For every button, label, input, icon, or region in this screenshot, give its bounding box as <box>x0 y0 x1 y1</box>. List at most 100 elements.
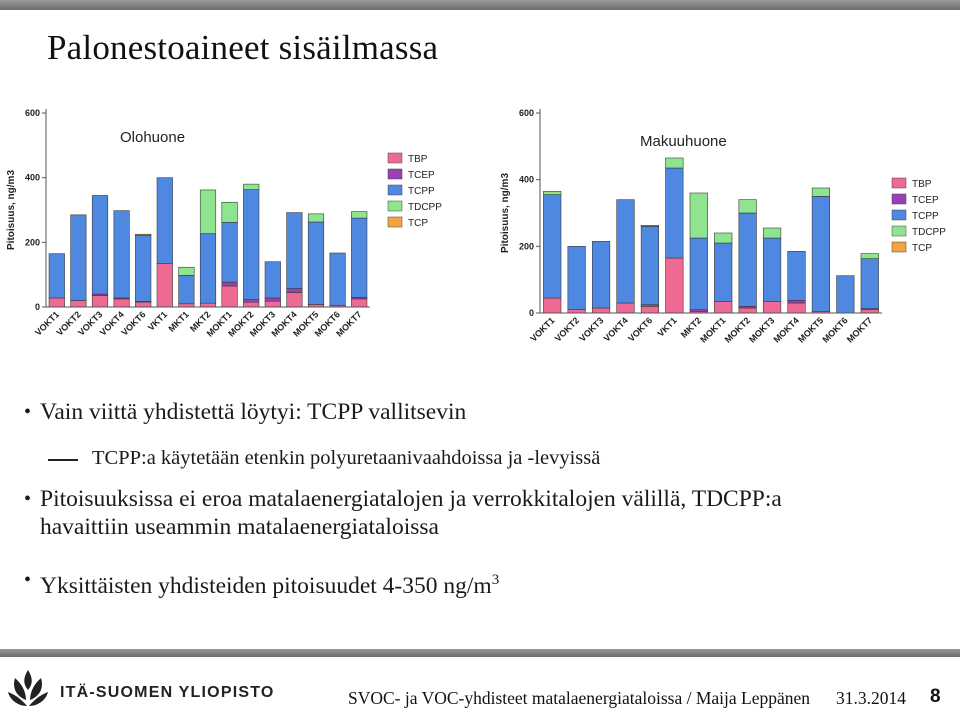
bar-tbp-vokt3 <box>91 295 109 308</box>
x-tick-label: VOKT6 <box>626 315 654 343</box>
y-tick-label: 600 <box>25 108 40 118</box>
legend-swatch-tbp <box>891 177 907 189</box>
legend-label-tcp: TCP <box>408 218 428 229</box>
bar-tdcpp-mokt2 <box>243 183 260 190</box>
bar-tcep-mokt4 <box>286 288 303 293</box>
bar-tdcpp-mokt7 <box>860 253 879 259</box>
bullet-2: • Pitoisuuksissa ei eroa matalaenergiata… <box>24 485 824 541</box>
bar-tbp-vkt1 <box>156 263 173 308</box>
legend-label-tbp: TBP <box>912 179 932 190</box>
bar-tcpp-vkt1 <box>156 177 173 264</box>
bar-tcpp-mokt5 <box>811 196 831 312</box>
bar-tcep-mokt1 <box>221 281 238 287</box>
x-tick-label: MOKT5 <box>796 315 825 344</box>
bullet-1: • Vain viittä yhdistettä löytyi: TCPP va… <box>24 398 466 426</box>
x-tick-label: VKT1 <box>655 315 678 338</box>
university-logo-icon <box>8 670 48 706</box>
bar-tcep-mokt3 <box>264 297 281 302</box>
chart-svg: Pitoisuus, ng/m30200400600OlohuoneVOKT1V… <box>6 108 442 339</box>
bar-tcpp-mkt2 <box>689 237 708 310</box>
bullet-dot: • <box>24 401 32 423</box>
x-tick-label: VOKT6 <box>119 309 147 337</box>
slide-title: Palonestoaineet sisäilmassa <box>47 28 439 67</box>
university-name: ITÄ-SUOMEN YLIOPISTO <box>60 684 275 701</box>
x-tick-label: MOKT7 <box>845 315 874 344</box>
bar-tbp-vokt1 <box>48 297 65 308</box>
bar-tcpp-vokt1 <box>543 194 562 299</box>
bar-tdcpp-vkt1 <box>665 157 684 169</box>
bar-tdcpp-mokt1 <box>221 201 238 223</box>
bar-tdcpp-mkt2 <box>199 189 217 234</box>
x-tick-label: MOKT1 <box>698 315 727 344</box>
bar-tcpp-mokt2 <box>243 189 260 300</box>
bar-tcpp-vokt3 <box>591 241 611 309</box>
bar-tcpp-vokt6 <box>135 234 152 302</box>
bar-tbp-vokt4 <box>113 298 130 308</box>
bar-tdcpp-mokt2 <box>738 199 757 214</box>
bar-tcpp-vokt3 <box>91 195 109 295</box>
x-tick-label: VKT1 <box>146 309 169 332</box>
bullet-3-text: Yksittäisten yhdisteiden pitoisuudet 4-3… <box>24 566 499 600</box>
bar-tcpp-mokt3 <box>762 237 782 302</box>
legend-swatch-tdcpp <box>387 200 403 212</box>
x-tick-label: VOKT1 <box>528 315 556 343</box>
bar-tbp-vkt1 <box>665 257 684 314</box>
bar-tcpp-vokt1 <box>48 253 65 299</box>
x-tick-label: MOKT4 <box>772 315 801 344</box>
bar-tbp-mokt2 <box>243 301 260 308</box>
y-tick-label: 400 <box>519 175 534 185</box>
bar-tcpp-mkt2 <box>199 233 217 304</box>
bar-tbp-vokt2 <box>70 300 87 308</box>
x-tick-label: VOKT2 <box>553 315 581 343</box>
x-tick-label: MOKT3 <box>747 315 776 344</box>
legend-label-tcpp: TCPP <box>912 211 939 222</box>
bullet-dot: • <box>24 488 32 510</box>
bar-tbp-mokt3 <box>264 300 281 308</box>
x-tick-label: MOKT6 <box>820 315 849 344</box>
bar-tcpp-vokt2 <box>567 246 586 310</box>
legend-label-tcep: TCEP <box>408 170 435 181</box>
bullet-dot: • <box>24 569 32 591</box>
bar-tcpp-mokt3 <box>264 261 281 299</box>
bar-tbp-mokt3 <box>762 301 782 314</box>
bar-tcpp-mokt4 <box>286 212 303 289</box>
footer-date: 31.3.2014 <box>836 688 906 708</box>
bar-tbp-vokt6 <box>135 301 152 308</box>
bar-tcep-mokt4 <box>787 300 806 304</box>
bar-tcpp-mkt1 <box>178 275 195 305</box>
chart-makuuhuone: Pitoisuus, ng/m3 0 200 400 600 Makuuhuone VOKT… <box>494 100 960 370</box>
bar-tbp-mokt1 <box>221 285 238 308</box>
bar-tdcpp-mokt1 <box>714 232 733 244</box>
legend-swatch-tcpp <box>891 209 907 221</box>
legend-swatch-tcep <box>891 193 907 205</box>
subbullet-1: TCPP:a käytetään etenkin polyuretaanivaa… <box>48 447 600 470</box>
bar-tcep-mokt2 <box>243 299 260 303</box>
bullet-3-sup: 3 <box>491 572 500 588</box>
chart-svg: Pitoisuus, ng/m3 0 200 400 600 Makuuhuone VOKT… <box>500 108 946 345</box>
y-tick-label: 200 <box>25 237 40 247</box>
y-tick-label: 400 <box>25 173 40 183</box>
chart-olohuone: Pitoisuus, ng/m3 0 200 400 600 Olohuone VOKT1 V… <box>0 100 480 370</box>
bar-tbp-vokt1 <box>543 297 562 314</box>
legend-swatch-tcep <box>387 168 403 180</box>
legend-label-tbp: TBP <box>408 154 428 165</box>
bar-tcpp-vokt6 <box>640 226 660 305</box>
bar-tbp-vokt3 <box>591 307 611 314</box>
legend-swatch-tcpp <box>387 184 403 196</box>
y-tick-label: 0 <box>35 302 40 312</box>
bar-tcpp-mokt4 <box>787 251 806 301</box>
bullet-3: • Yksittäisten yhdisteiden pitoisuudet 4… <box>24 566 499 600</box>
bar-tbp-mkt2 <box>199 302 217 308</box>
legend-label-tdcpp: TDCPP <box>408 202 442 213</box>
bar-tcpp-mokt1 <box>714 242 733 302</box>
bar-tdcpp-mkt2 <box>689 192 708 239</box>
bar-tbp-mokt7 <box>351 298 368 308</box>
bar-tbp-mokt4 <box>787 302 806 314</box>
bar-tcpp-vokt4 <box>616 199 635 304</box>
bar-tcpp-mokt2 <box>738 212 757 307</box>
y-tick-label: 0 <box>529 308 534 318</box>
bar-tcpp-vokt2 <box>70 214 87 301</box>
bar-tdcpp-mkt1 <box>178 266 195 276</box>
x-tick-label: VOKT4 <box>602 315 630 343</box>
bar-tdcpp-mokt5 <box>307 213 325 223</box>
